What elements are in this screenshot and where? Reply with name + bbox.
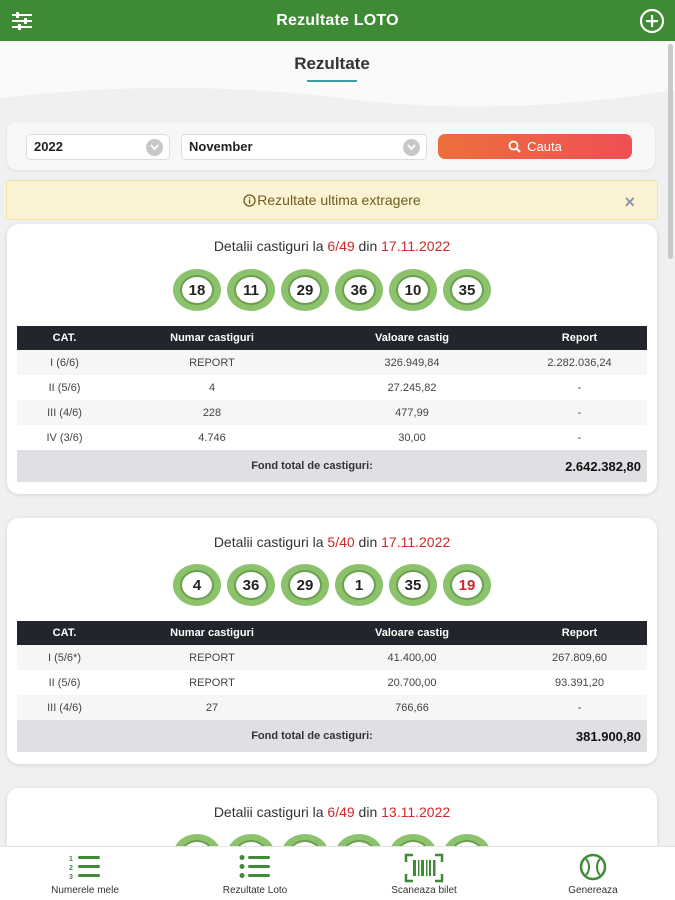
bullet-list-icon	[239, 855, 270, 878]
latest-draw-alert: Rezultate ultima extragere ×	[6, 180, 658, 220]
barcode-scan-icon	[404, 853, 444, 883]
draw-date: 17.11.2022	[381, 238, 451, 254]
nav-rezultate-loto[interactable]: Rezultate Loto	[185, 847, 325, 900]
number-ball: 36	[335, 269, 383, 311]
table-row: II (5/6) 4 27.245,82-	[48, 381, 582, 394]
table-row: II (5/6) REPORT 20.700,00 93.391,20	[48, 676, 604, 689]
game-type: 6/49	[327, 804, 355, 820]
svg-text:2: 2	[69, 865, 73, 872]
search-icon	[508, 140, 521, 153]
table-row: I (6/6) REPORT 326.949,84 2.282.036,24	[17, 350, 647, 375]
table-row: III (4/6) 27 766,66-	[17, 695, 647, 720]
drawn-numbers: 18 11 29 36 10 35	[7, 269, 657, 311]
number-ball: 18	[173, 269, 221, 311]
nav-genereaza[interactable]: Genereaza	[523, 847, 663, 900]
number-ball: 10	[389, 269, 437, 311]
chevron-down-icon	[403, 139, 420, 156]
draw-title: Detalii castiguri la 6/49 din 17.11.2022	[213, 238, 451, 254]
nav-label: Scaneaza bilet	[391, 885, 457, 896]
table-row: IV (3/6) 4.746 30,00-	[46, 431, 582, 444]
year-select[interactable]: 2022	[26, 134, 170, 160]
header-wave	[0, 78, 675, 123]
bonus-number-ball: 19	[443, 564, 491, 606]
number-ball: 29	[281, 564, 329, 606]
month-select[interactable]: November	[181, 134, 427, 160]
nav-label: Rezultate Loto	[222, 885, 288, 896]
scrollbar[interactable]	[668, 44, 673, 259]
numbered-list-icon: 1 2 3	[69, 856, 100, 881]
nav-label: Numerele mele	[51, 885, 119, 896]
svg-text:1: 1	[69, 856, 73, 863]
number-ball: 35	[443, 269, 491, 311]
svg-text:3: 3	[69, 874, 73, 881]
game-type: 6/49	[327, 238, 355, 254]
number-ball: 35	[389, 564, 437, 606]
total-label: Fond total de castiguri:	[112, 450, 512, 482]
table-header: CAT. Numar castiguri Valoare castig Repo…	[17, 621, 647, 645]
total-row: Fond total de castiguri: 381.900,80	[17, 720, 647, 752]
draw-card: Detalii castiguri la 5/40 din 17.11.2022…	[7, 518, 657, 764]
number-ball: 29	[281, 269, 329, 311]
number-ball: 1	[335, 564, 383, 606]
month-value: November	[189, 139, 253, 154]
draw-date: 13.11.2022	[381, 804, 451, 820]
search-button[interactable]: Cauta	[438, 134, 632, 159]
winnings-table: CAT. Numar castiguri Valoare castig Repo…	[17, 621, 647, 752]
table-header: CAT. Numar castiguri Valoare castig Repo…	[17, 326, 647, 350]
draw-title: Detalii castiguri la 6/49 din 13.11.2022	[213, 804, 451, 820]
table-row: III (4/6) 228 477,99-	[17, 400, 647, 425]
app-bar: Rezultate LOTO	[0, 0, 675, 41]
title-underline	[307, 80, 357, 82]
number-ball: 11	[227, 269, 275, 311]
bottom-navigation: 1 2 3 Numerele mele Rezultate Loto	[0, 846, 675, 900]
close-icon[interactable]: ×	[624, 192, 635, 212]
ball-icon	[579, 853, 607, 881]
chevron-down-icon	[146, 139, 163, 156]
nav-label: Genereaza	[568, 885, 618, 896]
total-value: 2.642.382,80	[512, 450, 647, 482]
number-ball: 36	[227, 564, 275, 606]
draw-card: Detalii castiguri la 6/49 din 17.11.2022…	[7, 224, 657, 494]
year-value: 2022	[34, 139, 63, 154]
alert-text: Rezultate ultima extragere	[257, 192, 421, 208]
winnings-table: CAT. Numar castiguri Valoare castig Repo…	[17, 326, 647, 482]
draw-date: 17.11.2022	[381, 534, 451, 550]
filter-bar: 2022 November Cauta	[7, 122, 655, 170]
info-icon	[243, 193, 256, 207]
app-title: Rezultate LOTO	[276, 11, 399, 29]
sliders-icon[interactable]	[11, 11, 33, 31]
game-type: 5/40	[327, 534, 355, 550]
table-row: I (5/6*) REPORT 41.400,00 267.809,60	[17, 645, 647, 670]
total-value: 381.900,80	[512, 720, 647, 752]
total-row: Fond total de castiguri: 2.642.382,80	[17, 450, 647, 482]
total-label: Fond total de castiguri:	[112, 720, 512, 752]
search-label: Cauta	[527, 139, 562, 154]
number-ball: 4	[173, 564, 221, 606]
page-title: Rezultate	[294, 54, 370, 73]
drawn-numbers: 4 36 29 1 35 19	[7, 564, 657, 606]
plus-circle-icon[interactable]	[639, 8, 665, 34]
draw-title: Detalii castiguri la 5/40 din 17.11.2022	[213, 534, 451, 550]
nav-numerele-mele[interactable]: 1 2 3 Numerele mele	[15, 847, 155, 900]
nav-scaneaza-bilet[interactable]: Scaneaza bilet	[354, 847, 494, 900]
